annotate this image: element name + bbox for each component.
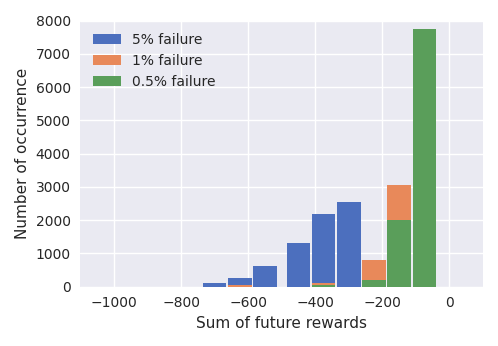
Bar bbox=[203, 283, 227, 287]
Bar bbox=[412, 29, 436, 287]
Legend: 5% failure, 1% failure, 0.5% failure: 5% failure, 1% failure, 0.5% failure bbox=[87, 27, 221, 94]
Bar bbox=[253, 266, 277, 287]
Bar bbox=[412, 85, 436, 287]
Bar bbox=[337, 202, 361, 287]
Bar bbox=[228, 285, 251, 287]
Bar bbox=[228, 279, 251, 287]
Bar bbox=[387, 220, 411, 287]
Bar bbox=[362, 260, 386, 287]
Bar bbox=[312, 283, 335, 287]
Bar bbox=[287, 244, 310, 287]
Y-axis label: Number of occurrence: Number of occurrence bbox=[15, 68, 30, 239]
Bar bbox=[387, 219, 411, 287]
Bar bbox=[362, 260, 386, 287]
Bar bbox=[362, 280, 386, 287]
Bar bbox=[312, 213, 335, 287]
Bar bbox=[412, 263, 436, 287]
Bar bbox=[312, 285, 335, 287]
X-axis label: Sum of future rewards: Sum of future rewards bbox=[196, 316, 367, 331]
Bar bbox=[387, 185, 411, 287]
